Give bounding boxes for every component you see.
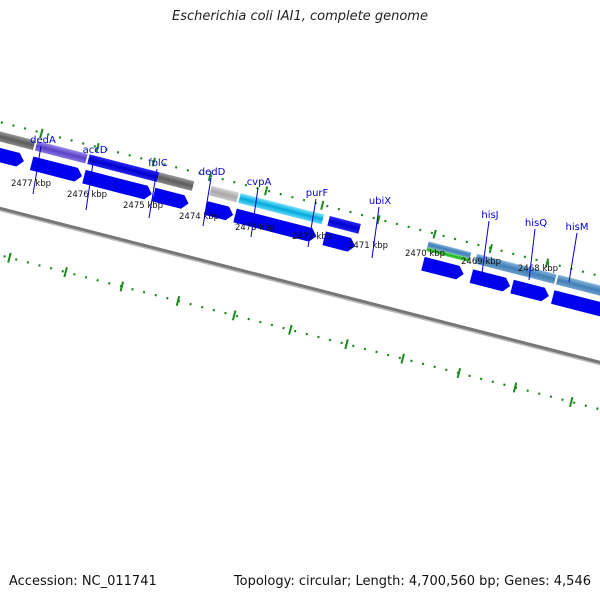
major-tick [544, 258, 550, 268]
kbp-label: 2476 kbp [67, 190, 107, 200]
cds-arrow [29, 156, 83, 182]
major-tick [119, 281, 125, 292]
major-tick [151, 157, 156, 167]
gene-feature [555, 274, 600, 297]
kbp-label: 2474 kbp [179, 212, 219, 222]
gene-label[interactable]: dedD [199, 167, 226, 178]
inner-major-ticks [7, 252, 574, 408]
outer-major-ticks [39, 128, 550, 268]
leader-line [32, 145, 42, 195]
cds-arrow [550, 290, 600, 317]
genome-backbone-shadow [0, 195, 600, 377]
kbp-label: 2469 kbp [461, 257, 501, 267]
cds-arrow [151, 187, 189, 209]
gene-feature [156, 172, 195, 191]
leader-line [250, 187, 259, 238]
major-tick [400, 353, 405, 364]
major-tick [344, 339, 349, 350]
leader-line [528, 228, 536, 281]
major-tick [39, 128, 44, 138]
gene-feature [474, 253, 557, 284]
kbp-scale: 2477 kbp 2476 kbp 2475 kbp 2474 kbp 2473… [11, 179, 558, 274]
kbp-label: 2471 kbp [348, 241, 388, 251]
major-tick [288, 324, 293, 335]
gene-feature [327, 216, 361, 234]
cds-arrow [204, 201, 234, 221]
kbp-label: 2477 kbp [11, 179, 51, 189]
cds-arrow [322, 231, 356, 252]
gene-label[interactable]: purF [306, 188, 329, 199]
major-tick [207, 171, 213, 182]
kbp-label: 2475 kbp [123, 201, 163, 211]
leader-line [202, 177, 212, 227]
gene-feature [209, 185, 239, 203]
major-tick [231, 310, 237, 321]
leader-line [148, 168, 158, 219]
major-tick [320, 200, 325, 210]
major-tick [63, 267, 68, 278]
accession-label: Accession: NC_011741 [9, 574, 157, 589]
major-tick [376, 215, 381, 225]
cds-arrow [421, 256, 464, 280]
cds-arrow [0, 145, 24, 167]
major-tick [7, 252, 12, 263]
genome-summary: Topology: circular; Length: 4,700,560 bp… [233, 574, 591, 589]
page-title: Escherichia coli IAI1, complete genome [172, 9, 428, 24]
major-tick [456, 367, 462, 379]
gene-labels: dedA accD folC dedD cvpA purF ubiX hisJ … [30, 135, 588, 233]
major-tick [488, 243, 493, 254]
kbp-label: 2473 kbp [235, 223, 275, 233]
major-tick [432, 229, 437, 239]
kbp-label: 2472 kbp [292, 232, 332, 242]
major-tick [512, 382, 518, 393]
cds-arrow [82, 169, 152, 200]
leader-line [481, 220, 490, 274]
gene-feature [0, 130, 36, 151]
gene-label[interactable]: hisJ [481, 210, 498, 221]
gene-label[interactable]: dedA [30, 135, 56, 146]
gene-leaders [32, 145, 578, 283]
leader-line [568, 232, 578, 283]
gene-feature [87, 154, 160, 182]
gene-label[interactable]: folC [148, 158, 167, 169]
major-tick [264, 186, 269, 196]
major-tick [95, 143, 100, 153]
leader-line [307, 198, 317, 248]
major-tick [569, 396, 574, 408]
gene-feature [238, 193, 325, 225]
major-tick [175, 295, 181, 307]
genome-backbone [0, 192, 600, 376]
gene-label[interactable]: cvpA [247, 177, 272, 188]
gene-label[interactable]: ubiX [369, 196, 391, 207]
leader-line [371, 206, 380, 259]
gene-label[interactable]: hisQ [525, 218, 547, 229]
gene-feature [426, 247, 470, 263]
leader-line [85, 155, 95, 211]
cds-arrow [510, 279, 549, 302]
cds-arrow [469, 269, 511, 292]
kbp-label: 2468 kbp [518, 264, 558, 274]
gene-feature [34, 140, 88, 164]
gene-label[interactable]: accD [83, 145, 108, 156]
gene-label[interactable]: hisM [566, 222, 589, 233]
kbp-label: 2470 kbp [405, 249, 445, 259]
gene-feature [427, 241, 472, 259]
